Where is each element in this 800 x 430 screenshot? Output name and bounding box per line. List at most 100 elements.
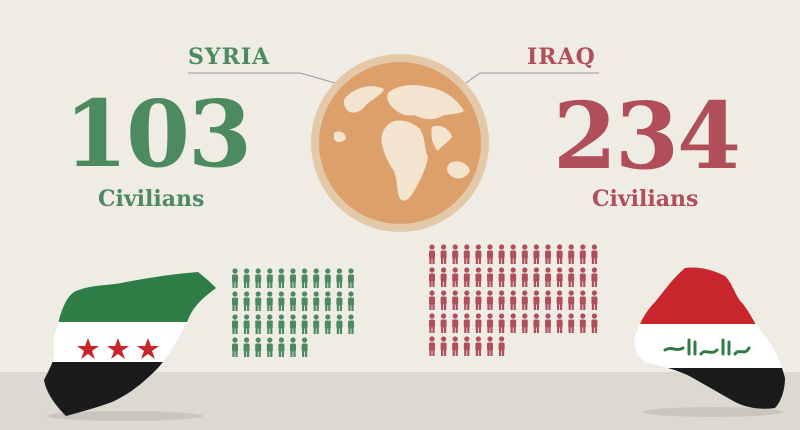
syria-person-icon	[336, 268, 343, 288]
iraq-person-icon	[521, 267, 528, 287]
iraq-person-icon	[510, 244, 517, 264]
iraq-person-icon	[545, 290, 551, 310]
iraq-person-icon	[452, 244, 459, 264]
syria-person-icon	[232, 314, 238, 334]
iraq-person-icon	[487, 313, 493, 333]
syria-person-icon	[278, 268, 285, 288]
iraq-person-icon	[521, 244, 528, 264]
syria-person-icon	[301, 291, 308, 311]
syria-person-icon	[255, 314, 262, 334]
iraq-person-icon	[579, 290, 586, 310]
iraq-label: IRAQ	[527, 44, 596, 70]
iraq-person-icon	[487, 244, 493, 264]
iraq-person-icon	[487, 267, 493, 287]
iraq-person-icon	[579, 244, 586, 264]
iraq-person-icon	[475, 336, 482, 356]
syria-unit: Civilians	[98, 186, 205, 212]
syria-person-icon	[290, 314, 296, 334]
iraq-person-icon	[440, 313, 447, 333]
iraq-person-icon	[440, 336, 447, 356]
iraq-person-icon	[533, 244, 540, 264]
iraq-person-icon	[463, 336, 470, 356]
syria-person-icon	[243, 337, 250, 357]
iraq-person-icon	[521, 313, 528, 333]
syria-person-icon	[243, 268, 250, 288]
iraq-person-icon	[463, 313, 470, 333]
syria-person-icon	[313, 291, 320, 311]
iraq-unit: Civilians	[592, 186, 699, 212]
syria-person-icon	[266, 314, 273, 334]
iraq-person-icon	[475, 267, 482, 287]
iraq-person-icon	[579, 267, 586, 287]
syria-person-icon	[290, 291, 296, 311]
iraq-person-icon	[452, 267, 459, 287]
iraq-person-icon	[556, 290, 563, 310]
syria-person-icon	[301, 314, 308, 334]
iraq-person-icon	[556, 313, 563, 333]
iraq-person-icon	[533, 290, 540, 310]
iraq-person-icon	[545, 313, 551, 333]
syria-person-icon	[232, 268, 238, 288]
iraq-person-icon	[521, 290, 528, 310]
syria-flag-map-icon	[44, 272, 216, 421]
iraq-person-icon	[440, 290, 447, 310]
syria-person-icon	[243, 291, 250, 311]
iraq-person-icon	[579, 313, 586, 333]
syria-person-icon	[348, 291, 354, 311]
syria-person-icon	[278, 337, 285, 357]
iraq-person-icon	[475, 244, 482, 264]
syria-people-group	[232, 268, 354, 357]
syria-person-icon	[243, 314, 250, 334]
iraq-person-icon	[463, 290, 470, 310]
syria-person-icon	[324, 314, 331, 334]
iraq-person-icon	[556, 244, 563, 264]
syria-person-icon	[290, 337, 296, 357]
iraq-person-icon	[498, 336, 505, 356]
syria-person-icon	[232, 291, 238, 311]
iraq-flag-map-icon	[634, 267, 786, 417]
iraq-person-icon	[510, 267, 517, 287]
iraq-person-icon	[591, 244, 598, 264]
iraq-person-icon	[533, 313, 540, 333]
syria-person-icon	[278, 291, 285, 311]
iraq-person-icon	[429, 290, 435, 310]
iraq-person-icon	[545, 244, 551, 264]
syria-person-icon	[255, 268, 262, 288]
iraq-person-icon	[487, 336, 493, 356]
syria-person-icon	[278, 314, 285, 334]
syria-person-icon	[301, 268, 308, 288]
iraq-person-icon	[591, 313, 598, 333]
syria-person-icon	[266, 337, 273, 357]
syria-person-icon	[336, 314, 343, 334]
syria-person-icon	[266, 291, 273, 311]
syria-person-icon	[232, 337, 238, 357]
syria-person-icon	[313, 268, 320, 288]
syria-person-icon	[324, 291, 331, 311]
iraq-person-icon	[429, 244, 435, 264]
iraq-person-icon	[440, 244, 447, 264]
syria-person-icon	[348, 268, 354, 288]
syria-person-icon	[336, 291, 343, 311]
iraq-count: 234	[553, 82, 741, 190]
iraq-person-icon	[463, 267, 470, 287]
syria-person-icon	[324, 268, 331, 288]
iraq-person-icon	[591, 267, 598, 287]
iraq-person-icon	[545, 267, 551, 287]
syria-person-icon	[301, 337, 308, 357]
iraq-person-icon	[475, 313, 482, 333]
iraq-person-icon	[429, 267, 435, 287]
iraq-person-icon	[533, 267, 540, 287]
iraq-person-icon	[487, 290, 493, 310]
iraq-person-icon	[429, 313, 435, 333]
iraq-person-icon	[440, 267, 447, 287]
iraq-people-group	[429, 244, 598, 356]
iraq-person-icon	[463, 244, 470, 264]
iraq-person-icon	[568, 267, 575, 287]
iraq-person-icon	[452, 313, 459, 333]
iraq-person-icon	[498, 267, 505, 287]
iraq-person-icon	[429, 336, 435, 356]
iraq-person-icon	[498, 313, 505, 333]
iraq-person-icon	[452, 336, 459, 356]
iraq-person-icon	[568, 290, 575, 310]
syria-person-icon	[266, 268, 273, 288]
